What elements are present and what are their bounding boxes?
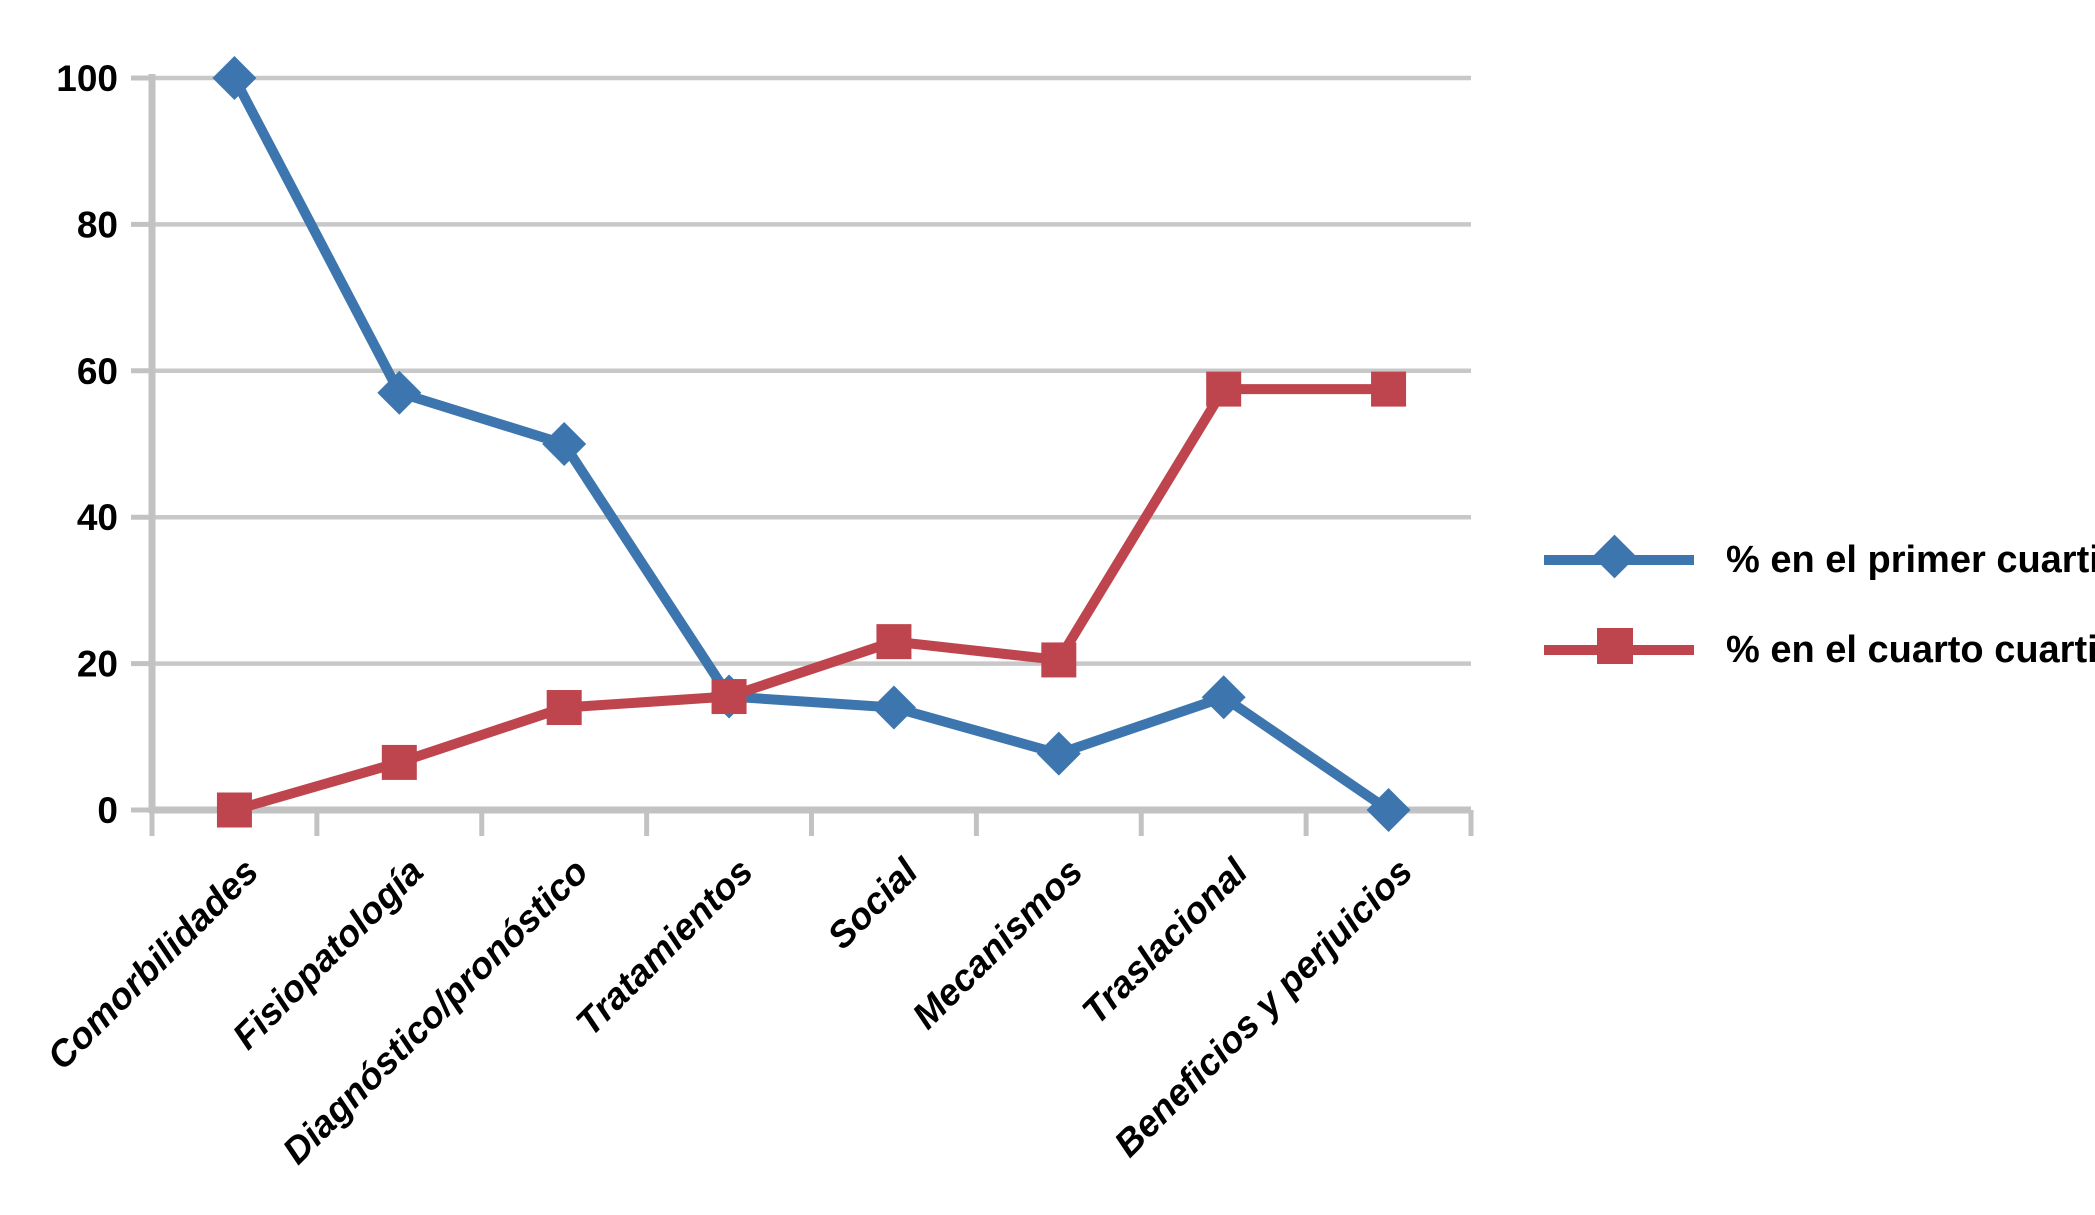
series-line-0 [229,73,1394,815]
data-point-marker-s1-1 [381,744,417,780]
data-point-marker-s1-3 [711,679,747,715]
blue-diamond-marker-icon [1542,528,1700,592]
y-axis-label-0: 0 [97,790,118,831]
data-point-marker-s0-6 [1201,675,1246,720]
series-line-1 [229,384,1394,815]
x-axis-label-5: Mecanismos [904,851,1090,1037]
y-axis-label-80: 80 [77,204,118,245]
x-axis-label-3: Tratamientos [568,851,761,1044]
data-point-marker-s1-7 [1371,371,1407,407]
y-axis-label-60: 60 [77,351,118,392]
data-point-marker-s1-2 [546,690,582,726]
legend-item-primer-cuartil: % en el primer cuartil [1542,528,2095,592]
data-point-marker-s1-4 [876,624,912,660]
x-axis-label-7: Beneficios y perjuicios [1106,851,1420,1165]
data-point-marker-s0-5 [1036,731,1081,776]
red-square-marker-icon [1542,618,1700,682]
y-axis-label-100: 100 [56,58,118,99]
data-point-marker-s0-1 [377,370,422,415]
legend-item-cuarto-cuartil: % en el cuarto cuartil [1542,618,2095,682]
y-axis-label-20: 20 [77,644,118,685]
data-point-marker-s1-5 [1041,642,1077,678]
x-axis-label-0: Comorbilidades [39,851,266,1078]
data-point-marker-s0-4 [871,685,916,730]
data-point-marker-s0-7 [1366,788,1411,832]
y-axis-label-40: 40 [77,497,118,538]
legend-label-cuarto-cuartil: % en el cuarto cuartil [1726,628,2095,671]
chart-legend: % en el primer cuartil % en el cuarto cu… [1542,528,2095,708]
legend-label-primer-cuartil: % en el primer cuartil [1726,538,2095,581]
data-point-marker-s0-2 [542,422,587,466]
x-axis-label-2: Diagnóstico/pronóstico [275,851,596,1172]
x-axis-label-4: Social [820,850,927,957]
data-point-marker-s1-6 [1206,371,1242,407]
data-point-marker-s1-0 [216,792,252,828]
x-axis-label-6: Traslacional [1074,850,1256,1032]
data-point-marker-s0-0 [212,56,257,100]
